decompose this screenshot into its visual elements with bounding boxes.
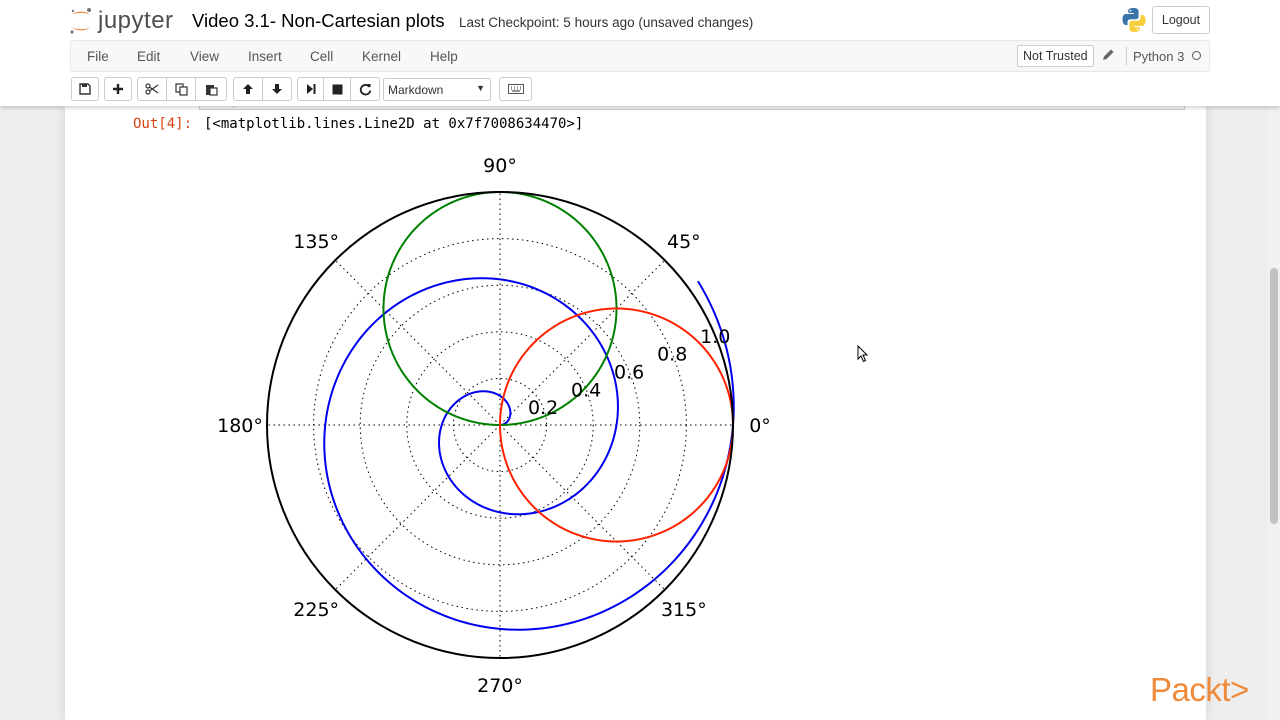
output-prompt: Out[4]: xyxy=(133,116,193,132)
angle-tick-label-3: 135° xyxy=(293,231,339,253)
angular-gridline-7 xyxy=(499,424,666,591)
jupyter-icon xyxy=(70,8,91,34)
cut-button[interactable] xyxy=(137,77,167,101)
not-trusted-button[interactable]: Not Trusted xyxy=(1017,45,1094,67)
copy-button[interactable] xyxy=(166,77,196,101)
kernel-name[interactable]: Python 3 xyxy=(1133,49,1185,64)
menu-help[interactable]: Help xyxy=(430,49,458,64)
save-icon xyxy=(79,83,91,95)
radial-gridline-0 xyxy=(452,377,548,473)
angle-tick-label-6: 270° xyxy=(477,675,523,697)
series-line-0 xyxy=(323,277,735,631)
packt-watermark: Packt> xyxy=(1150,671,1249,708)
notebook-container: Out[4]: [<matplotlib.lines.Line2D at 0x7… xyxy=(65,106,1206,720)
menu-edit[interactable]: Edit xyxy=(137,49,161,64)
insert-cell-button[interactable] xyxy=(104,77,132,101)
checkpoint-status: Last Checkpoint: 5 hours ago (unsaved ch… xyxy=(459,15,754,30)
restart-button[interactable] xyxy=(350,77,380,101)
plus-icon xyxy=(113,84,123,94)
radial-tick-label-1: 0.4 xyxy=(571,379,601,401)
angle-tick-label-2: 90° xyxy=(483,155,517,177)
copy-icon xyxy=(174,82,188,96)
angle-tick-label-7: 315° xyxy=(661,599,707,621)
radial-gridline-1 xyxy=(406,331,594,519)
paste-icon xyxy=(205,84,218,96)
angular-gridline-5 xyxy=(334,424,501,591)
menu-view[interactable]: View xyxy=(190,49,220,64)
run-button[interactable] xyxy=(297,77,324,101)
stop-icon xyxy=(332,84,342,94)
notebook-header: jupyter Video 3.1- Non-Cartesian plots L… xyxy=(0,0,1280,106)
previous-cell-input xyxy=(233,106,1184,108)
menu-insert[interactable]: Insert xyxy=(248,49,282,64)
radial-tick-label-3: 0.8 xyxy=(657,344,687,366)
menu-cell[interactable]: Cell xyxy=(310,49,334,64)
python-logo-icon xyxy=(1122,8,1146,32)
jupyter-logo-text: jupyter xyxy=(98,7,174,34)
kernel-divider xyxy=(1126,47,1127,65)
angle-tick-label-4: 180° xyxy=(217,415,263,437)
tick-labels: 0° 45° 90° 135° 180° 225° 270° 315° 0.2 0.4 0.6 0.8… xyxy=(217,155,771,697)
menu-kernel[interactable]: Kernel xyxy=(362,49,402,64)
cell-type-select[interactable]: Markdown ▼ xyxy=(383,78,491,101)
radial-gridline-2 xyxy=(359,284,641,566)
output-text: [<matplotlib.lines.Line2D at 0x7f7008634… xyxy=(204,116,584,132)
paste-button[interactable] xyxy=(195,77,227,101)
radial-tick-label-4: 1.0 xyxy=(700,326,730,348)
pencil-icon[interactable] xyxy=(1101,48,1115,62)
scissors-icon xyxy=(145,83,159,95)
radial-tick-label-2: 0.6 xyxy=(614,362,644,384)
notebook-name[interactable]: Video 3.1- Non-Cartesian plots xyxy=(192,10,445,31)
save-button[interactable] xyxy=(71,77,99,101)
previous-cell[interactable] xyxy=(199,106,1185,110)
mouse-cursor-icon xyxy=(857,345,869,363)
angle-tick-label-5: 225° xyxy=(293,599,339,621)
jupyter-logo[interactable]: jupyter xyxy=(68,6,174,36)
angular-gridline-3 xyxy=(334,259,501,426)
arrow-down-icon xyxy=(272,84,282,94)
run-icon xyxy=(306,84,315,94)
angle-tick-label-1: 45° xyxy=(667,231,701,253)
move-up-button[interactable] xyxy=(233,77,263,101)
polar-plot: 0° 45° 90° 135° 180° 225° 270° 315° 0.2 0.4 0.6 0.8… xyxy=(217,155,771,697)
restart-icon xyxy=(359,83,371,95)
angle-tick-label-0: 0° xyxy=(749,415,771,437)
chevron-down-icon: ▼ xyxy=(476,83,485,93)
interrupt-button[interactable] xyxy=(323,77,351,101)
radial-tick-label-0: 0.2 xyxy=(528,397,558,419)
keyboard-icon xyxy=(507,84,524,94)
polar-frame xyxy=(266,191,734,659)
move-down-button[interactable] xyxy=(262,77,292,101)
polar-grid xyxy=(267,192,733,658)
menubar: File Edit View Insert Cell Kernel Help N… xyxy=(70,40,1210,72)
menu-file[interactable]: File xyxy=(87,49,109,64)
scrollbar-thumb[interactable] xyxy=(1270,268,1278,524)
arrow-up-icon xyxy=(243,84,253,94)
logout-button[interactable]: Logout xyxy=(1152,6,1210,34)
cell-type-value: Markdown xyxy=(388,83,444,97)
kernel-idle-icon xyxy=(1192,51,1201,60)
command-palette-button[interactable] xyxy=(499,77,532,101)
